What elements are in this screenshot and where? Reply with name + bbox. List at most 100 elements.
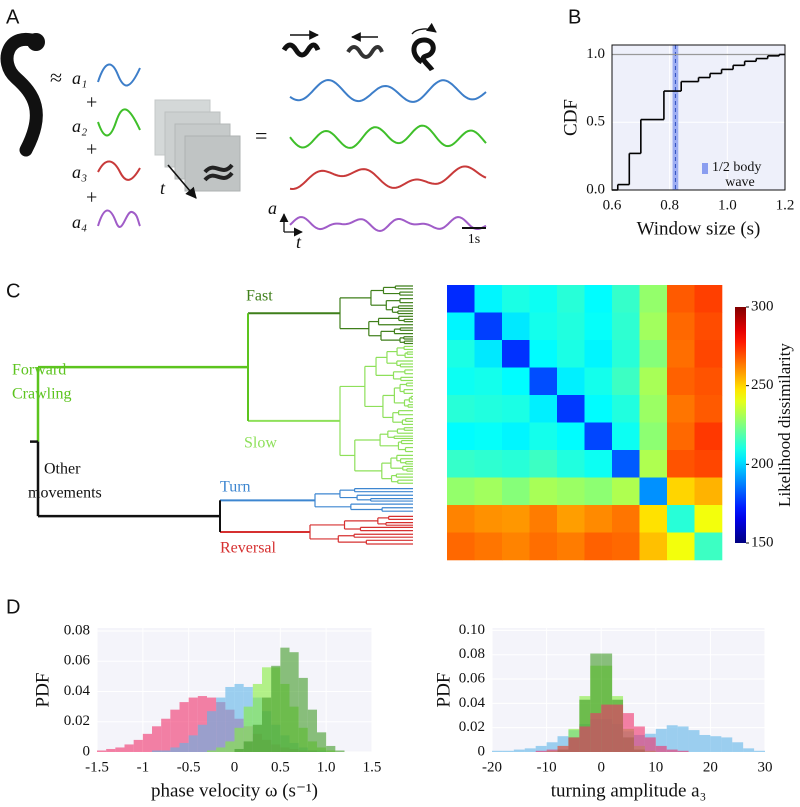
x-axis-label: Window size (s) — [637, 218, 761, 239]
x-tick-label: -0.5 — [177, 759, 201, 775]
cluster-label: Fast — [246, 288, 273, 305]
heatmap-cell — [612, 422, 640, 451]
heatmap-cell — [474, 312, 503, 341]
heatmap-cell — [557, 312, 585, 341]
time-label: t — [160, 178, 166, 198]
histogram-bar — [161, 718, 171, 752]
heatmap-cell — [557, 450, 585, 478]
heatmap-cell — [557, 505, 585, 533]
panel-label: A — [6, 6, 20, 28]
histogram-bar — [188, 735, 198, 752]
histogram-bar — [225, 686, 235, 752]
heatmap-cell — [447, 477, 475, 506]
histogram-bar — [307, 709, 317, 752]
behavior-icon — [411, 37, 436, 72]
x-tick-label: 0 — [597, 759, 605, 775]
x-tick-label: -10 — [537, 759, 557, 775]
cluster-label: Slow — [244, 435, 277, 452]
heatmap-cell — [694, 285, 723, 313]
heatmap-cell — [667, 422, 695, 451]
histogram-bar — [666, 725, 678, 752]
histogram-bar — [557, 736, 569, 752]
heatmap-cell — [447, 395, 475, 423]
heatmap-cell — [529, 312, 558, 341]
heatmap-cell — [502, 422, 530, 451]
heatmap-cell — [474, 422, 503, 451]
eigenworm-shape — [97, 209, 141, 228]
histogram-bar — [579, 699, 591, 752]
x-tick-label: 0.5 — [271, 759, 290, 775]
heatmap-cell — [502, 450, 530, 478]
heatmap-cell — [502, 532, 530, 561]
heatmap-cell — [612, 450, 640, 478]
heatmap-cell — [639, 450, 668, 478]
histogram-bar — [535, 745, 547, 752]
heatmap-cell — [639, 505, 668, 533]
panel-label: B — [568, 6, 581, 28]
x-tick-label: 20 — [703, 759, 718, 775]
y-tick-label: 0.06 — [459, 670, 486, 686]
heatmap-cell — [667, 450, 695, 478]
heatmap-cell — [529, 532, 558, 561]
heatmap-cell — [529, 505, 558, 533]
x-tick-label: 0.8 — [660, 197, 679, 213]
histogram-bar — [106, 748, 116, 752]
colorbar-tick-label: 250 — [751, 377, 774, 393]
heatmap-cell — [474, 505, 503, 533]
histogram-bar — [513, 749, 525, 752]
histogram-bar — [557, 745, 569, 752]
x-tick-label: 0 — [231, 759, 239, 775]
histogram-bar — [655, 728, 667, 752]
x-tick-label: -1.5 — [85, 759, 109, 775]
heatmap-cell — [584, 505, 613, 533]
colorbar — [735, 307, 746, 543]
heatmap-cell — [694, 340, 723, 368]
x-axis-label: turning amplitude a₃ — [551, 780, 706, 801]
y-tick-label: 0.02 — [459, 719, 485, 735]
heatmap-cell — [447, 312, 475, 341]
histogram-bar — [535, 750, 547, 752]
histogram-bar — [590, 653, 602, 752]
histogram-bar — [234, 683, 244, 752]
heatmap-cell — [529, 367, 558, 396]
worm-silhouette — [0, 33, 45, 157]
heatmap-cell — [529, 395, 558, 423]
heatmap-cell — [447, 422, 475, 451]
heatmap-cell — [529, 450, 558, 478]
heatmap-cell — [584, 532, 613, 561]
panel-a: ≈ a₁ + a₂ + a₃ + a₄ t = a⃗ t — [0, 22, 487, 252]
heatmap-cell — [694, 395, 723, 423]
plus-sign: + — [86, 187, 97, 209]
heatmap-cell — [474, 450, 503, 478]
histogram-bar — [317, 732, 327, 752]
histogram-bar — [243, 706, 253, 752]
y-tick-label: 0.02 — [64, 713, 90, 729]
heatmap-cell — [447, 285, 475, 313]
histogram-bar — [142, 733, 152, 752]
heatmap-cell — [447, 340, 475, 368]
worm-head — [27, 33, 45, 51]
histogram-bar — [207, 750, 217, 752]
heatmap-cell — [502, 505, 530, 533]
histogram-bar — [546, 742, 558, 752]
heatmap-cell — [502, 367, 530, 396]
scale-bar-label: 1s — [468, 232, 480, 247]
histogram-bar — [502, 750, 514, 752]
time-arrow — [167, 164, 197, 199]
x-axis-label: phase velocity ω (s⁻¹) — [151, 780, 318, 801]
heatmap-cell — [667, 367, 695, 396]
heatmap-cell — [557, 422, 585, 451]
heatmap-cell — [612, 340, 640, 368]
y-tick-label: 0.08 — [64, 622, 90, 638]
plus-sign: + — [86, 139, 97, 161]
histogram-bar — [252, 724, 262, 752]
histogram-bar — [710, 736, 722, 752]
eigenworm-shape — [97, 160, 141, 181]
frame — [184, 135, 241, 192]
histogram-bar — [335, 750, 345, 752]
histogram-bar — [666, 749, 678, 752]
behavior-icon — [281, 42, 321, 58]
heatmap-cell — [502, 285, 530, 313]
heatmap-cell — [557, 340, 585, 368]
